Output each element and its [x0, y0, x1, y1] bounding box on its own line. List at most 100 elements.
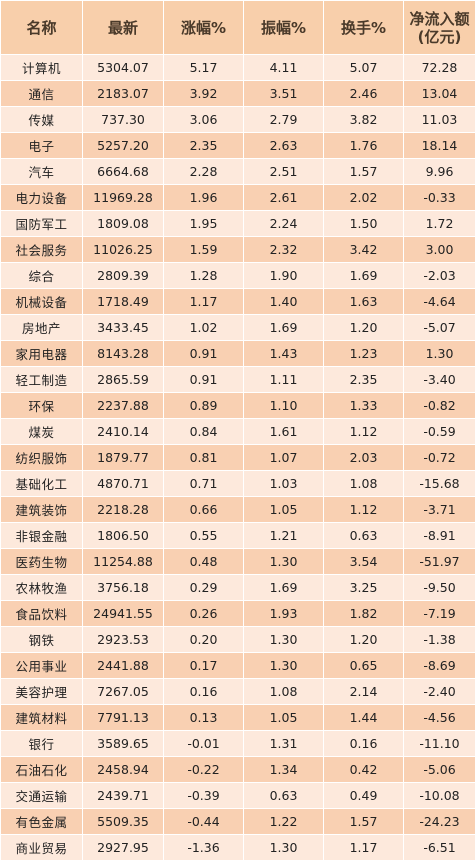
cell-change: 0.55 [164, 523, 244, 549]
cell-name: 电力设备 [1, 185, 83, 211]
header-turnover-pct: 换手% [324, 1, 404, 55]
cell-net-inflow: -5.06 [404, 757, 475, 783]
header-net-inflow-label: 净流入额 [404, 10, 475, 28]
header-net-inflow: 净流入额 (亿元) [404, 1, 475, 55]
cell-change: 1.95 [164, 211, 244, 237]
cell-name: 钢铁 [1, 627, 83, 653]
cell-change: -0.39 [164, 783, 244, 809]
cell-turnover: 3.82 [324, 107, 404, 133]
cell-latest: 11254.88 [83, 549, 164, 575]
cell-change: 1.28 [164, 263, 244, 289]
cell-change: 0.16 [164, 679, 244, 705]
cell-latest: 1718.49 [83, 289, 164, 315]
cell-change: 3.06 [164, 107, 244, 133]
cell-net-inflow: -8.91 [404, 523, 475, 549]
cell-latest: 3589.65 [83, 731, 164, 757]
cell-change: -0.22 [164, 757, 244, 783]
cell-name: 基础化工 [1, 471, 83, 497]
cell-turnover: 0.65 [324, 653, 404, 679]
cell-net-inflow: -10.08 [404, 783, 475, 809]
cell-latest: 2410.14 [83, 419, 164, 445]
cell-latest: 737.30 [83, 107, 164, 133]
cell-net-inflow: -6.51 [404, 835, 475, 861]
cell-net-inflow: -1.38 [404, 627, 475, 653]
cell-net-inflow: 11.03 [404, 107, 475, 133]
cell-turnover: 1.23 [324, 341, 404, 367]
cell-net-inflow: 1.72 [404, 211, 475, 237]
cell-turnover: 3.42 [324, 237, 404, 263]
cell-amplitude: 1.30 [244, 653, 324, 679]
cell-amplitude: 1.90 [244, 263, 324, 289]
cell-change: 3.92 [164, 81, 244, 107]
cell-change: -0.01 [164, 731, 244, 757]
cell-latest: 2809.39 [83, 263, 164, 289]
cell-change: 1.96 [164, 185, 244, 211]
cell-amplitude: 2.79 [244, 107, 324, 133]
header-row: 名称 最新 涨幅% 振幅% 换手% 净流入额 (亿元) [1, 1, 475, 55]
cell-net-inflow: -0.33 [404, 185, 475, 211]
cell-change: 0.20 [164, 627, 244, 653]
cell-net-inflow: -0.59 [404, 419, 475, 445]
cell-change: 0.26 [164, 601, 244, 627]
cell-latest: 2865.59 [83, 367, 164, 393]
cell-latest: 8143.28 [83, 341, 164, 367]
cell-net-inflow: 18.14 [404, 133, 475, 159]
cell-net-inflow: 72.28 [404, 55, 475, 81]
cell-net-inflow: 13.04 [404, 81, 475, 107]
cell-latest: 2927.95 [83, 835, 164, 861]
cell-amplitude: 0.63 [244, 783, 324, 809]
cell-turnover: 2.35 [324, 367, 404, 393]
cell-change: -1.36 [164, 835, 244, 861]
cell-amplitude: 1.05 [244, 705, 324, 731]
cell-name: 机械设备 [1, 289, 83, 315]
cell-name: 纺织服饰 [1, 445, 83, 471]
cell-name: 交通运输 [1, 783, 83, 809]
cell-name: 食品饮料 [1, 601, 83, 627]
cell-name: 传媒 [1, 107, 83, 133]
cell-change: -0.44 [164, 809, 244, 835]
cell-name: 建筑材料 [1, 705, 83, 731]
cell-latest: 1806.50 [83, 523, 164, 549]
cell-amplitude: 1.03 [244, 471, 324, 497]
cell-amplitude: 2.51 [244, 159, 324, 185]
cell-turnover: 1.33 [324, 393, 404, 419]
cell-net-inflow: -15.68 [404, 471, 475, 497]
cell-change: 0.17 [164, 653, 244, 679]
cell-name: 国防军工 [1, 211, 83, 237]
cell-amplitude: 1.43 [244, 341, 324, 367]
cell-amplitude: 1.30 [244, 549, 324, 575]
cell-latest: 3433.45 [83, 315, 164, 341]
cell-amplitude: 2.63 [244, 133, 324, 159]
cell-change: 0.71 [164, 471, 244, 497]
cell-turnover: 2.14 [324, 679, 404, 705]
cell-turnover: 1.76 [324, 133, 404, 159]
cell-change: 0.81 [164, 445, 244, 471]
cell-turnover: 1.57 [324, 159, 404, 185]
cell-name: 电子 [1, 133, 83, 159]
cell-name: 综合 [1, 263, 83, 289]
cell-name: 家用电器 [1, 341, 83, 367]
cell-change: 2.28 [164, 159, 244, 185]
cell-change: 0.91 [164, 341, 244, 367]
cell-name: 有色金属 [1, 809, 83, 835]
cell-change: 5.17 [164, 55, 244, 81]
cell-net-inflow: -11.10 [404, 731, 475, 757]
cell-turnover: 1.82 [324, 601, 404, 627]
